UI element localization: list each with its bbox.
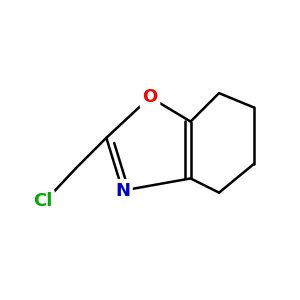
Text: N: N bbox=[115, 182, 130, 200]
Text: Cl: Cl bbox=[33, 192, 52, 210]
Text: O: O bbox=[142, 88, 158, 106]
